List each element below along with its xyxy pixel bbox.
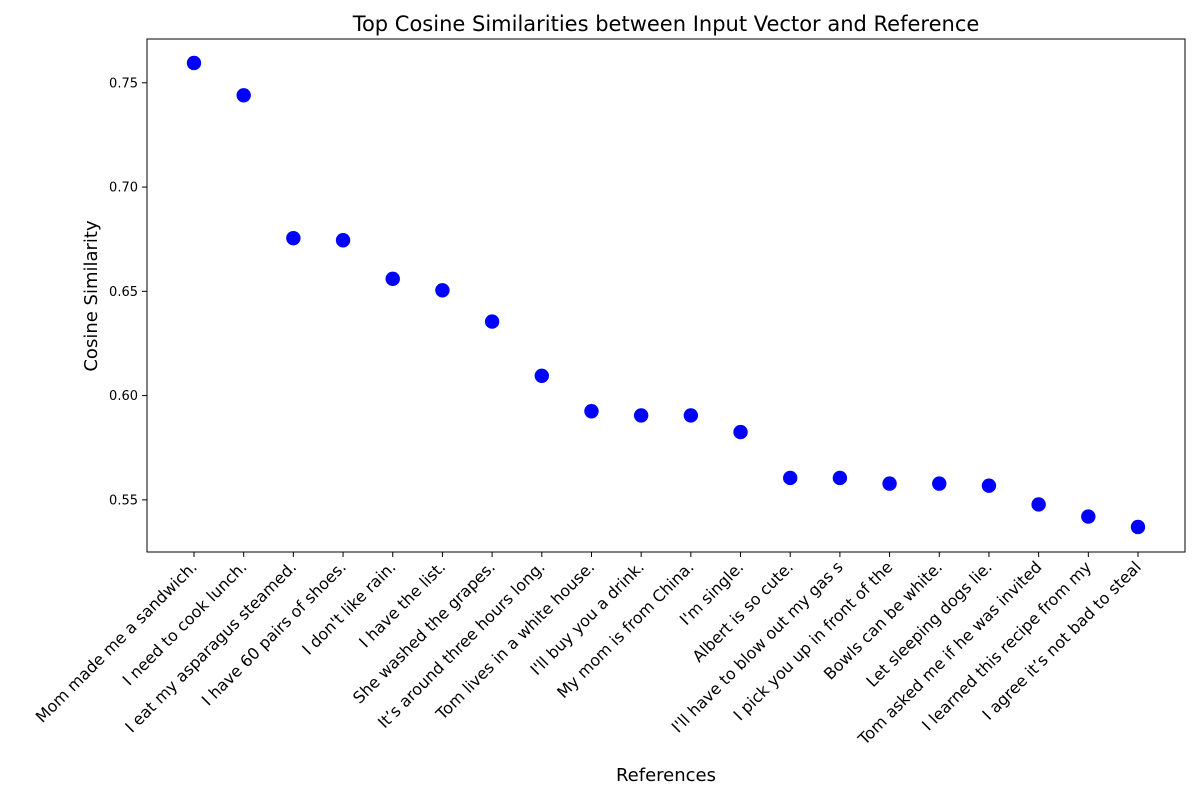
- data-point: [783, 470, 798, 486]
- data-point: [484, 314, 500, 329]
- data-point: [335, 233, 351, 248]
- data-point: [1081, 509, 1096, 524]
- data-point: [633, 408, 649, 423]
- y-tick-label: 0.65: [109, 285, 138, 300]
- y-axis: 0.55 0.60 0.65 0.70 0.75: [109, 76, 147, 508]
- plot-area: [146, 38, 1186, 553]
- x-axis: Mom made me a sandwich.I need to cook lu…: [32, 552, 1145, 749]
- data-point: [932, 476, 947, 491]
- data-point: [1130, 519, 1146, 535]
- data-point: [733, 424, 748, 440]
- x-tick-label: I have the list.: [355, 557, 449, 651]
- data-point: [385, 271, 400, 287]
- y-tick-label: 0.60: [109, 389, 138, 404]
- y-tick-label: 0.55: [109, 493, 138, 508]
- data-point: [236, 88, 251, 103]
- data-point: [683, 408, 699, 423]
- x-tick-label: Tom asked me if he was invited: [854, 557, 1046, 749]
- data-point: [1031, 497, 1046, 512]
- plot-frame: [146, 38, 1186, 553]
- x-axis-label: References: [616, 765, 716, 786]
- data-point: [435, 283, 450, 298]
- data-point: [286, 230, 301, 246]
- data-point: [882, 476, 897, 491]
- y-axis-label: Cosine Similarity: [81, 220, 102, 372]
- data-point: [584, 404, 599, 419]
- chart-title: Top Cosine Similarities between Input Ve…: [352, 12, 980, 36]
- data-points: [186, 55, 1146, 535]
- data-point: [832, 470, 848, 486]
- y-tick-label: 0.75: [109, 76, 138, 91]
- y-tick-label: 0.70: [109, 181, 138, 196]
- data-point: [186, 55, 202, 71]
- data-point: [534, 368, 549, 383]
- data-point: [981, 478, 997, 493]
